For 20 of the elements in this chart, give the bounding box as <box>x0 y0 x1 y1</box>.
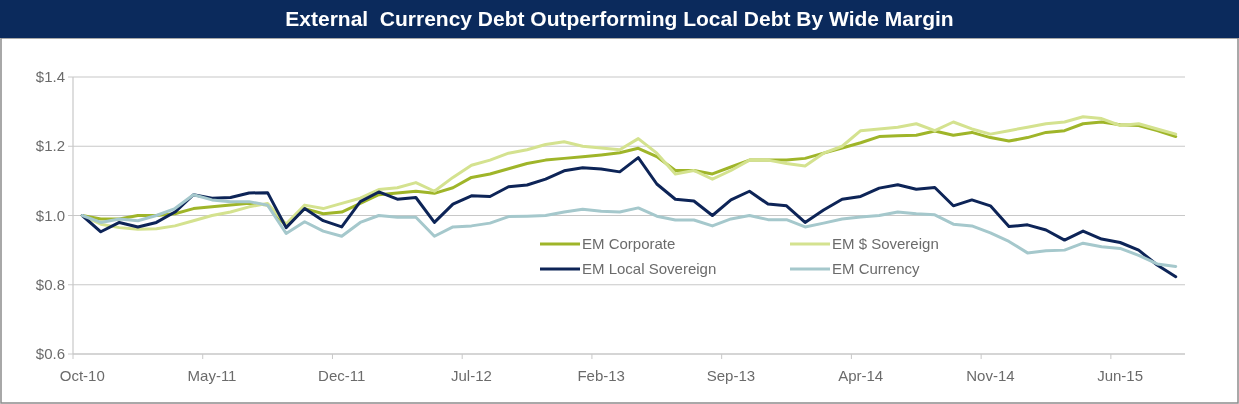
line-series <box>80 156 1178 279</box>
x-tick-label: Sep-13 <box>706 367 756 384</box>
legend-label: EM Currency <box>832 260 921 277</box>
x-tick-label: Feb-13 <box>577 367 625 384</box>
legend-label: EM Corporate <box>582 235 676 252</box>
x-tick-label: Jun-15 <box>1097 367 1144 384</box>
x-tick-label: Oct-10 <box>59 367 105 384</box>
y-tick-label: $1.4 <box>35 68 65 85</box>
y-tick-label: $1.2 <box>35 137 65 155</box>
x-tick-label: Apr-14 <box>838 367 884 384</box>
x-tick-label: Jul-12 <box>451 367 492 384</box>
legend-label: EM $ Sovereign <box>832 235 939 252</box>
chart-title: External Currency Debt Outperforming Local Debt By Wide Margin <box>285 7 954 30</box>
y-tick-label: $0.8 <box>35 275 65 293</box>
x-tick-label: Nov-14 <box>966 367 1015 384</box>
x-tick-label: May-11 <box>187 367 237 384</box>
y-tick-label: $1.0 <box>35 206 65 224</box>
y-tick-label: $0.6 <box>35 345 65 362</box>
x-tick-label: Dec-11 <box>318 367 366 384</box>
legend-label: EM Local Sovereign <box>582 260 717 277</box>
